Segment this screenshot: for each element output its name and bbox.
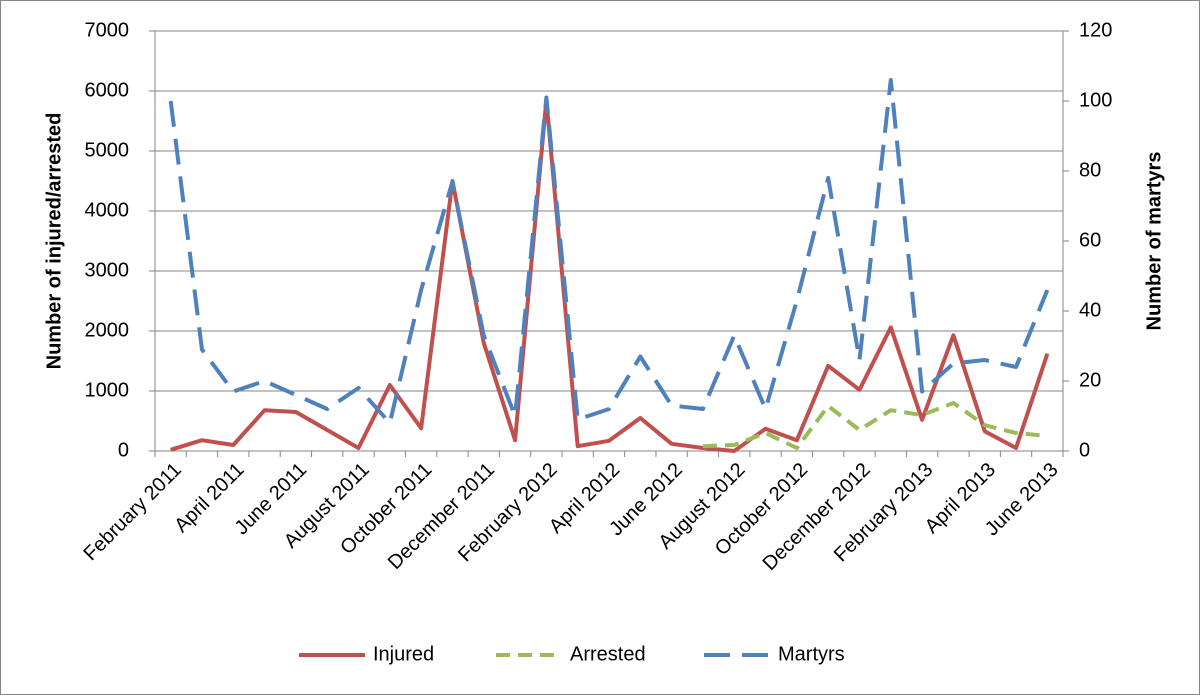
y-tick-label: 2000	[85, 319, 130, 341]
y-tick-label: 0	[118, 439, 129, 461]
y-tick-label: 4000	[85, 199, 130, 221]
y2-tick-label: 60	[1079, 229, 1101, 251]
y-tick-label: 5000	[85, 139, 130, 161]
legend-label: Martyrs	[778, 643, 845, 665]
y2-tick-label: 100	[1079, 89, 1112, 111]
y-axis-title: Number of injured/arrested	[43, 113, 65, 370]
y2-tick-label: 80	[1079, 159, 1101, 181]
y-tick-label: 3000	[85, 259, 130, 281]
y-tick-label: 1000	[85, 379, 130, 401]
y-tick-label: 7000	[85, 19, 130, 41]
series-line	[168, 78, 1050, 425]
y2-tick-label: 120	[1079, 19, 1112, 41]
legend-label: Injured	[373, 643, 434, 665]
series-line	[170, 98, 1050, 453]
y2-tick-label: 0	[1079, 439, 1090, 461]
y2-tick-label: 20	[1079, 369, 1101, 391]
y-tick-label: 6000	[85, 79, 130, 101]
y2-tick-label: 40	[1079, 299, 1101, 321]
series-line	[702, 401, 1048, 450]
legend-label: Arrested	[570, 643, 646, 665]
y2-axis-title: Number of martyrs	[1143, 152, 1165, 331]
